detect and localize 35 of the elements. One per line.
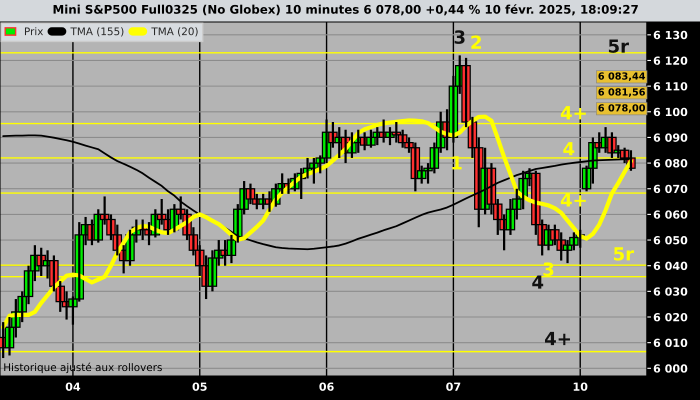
x-tick-label: 06 [319,382,334,391]
y-tick-label: 6 100 [654,108,688,116]
y-tick-label: 6 090 [654,133,688,142]
y-tick-label: 6 110 [654,82,688,91]
annotation: Historique ajusté aux rollovers [4,362,162,374]
annotation: 6 083,44 [598,72,646,81]
annotation: 4 [532,275,544,289]
legend-label: Prix [24,27,44,36]
annotation: 5r [608,39,629,53]
annotation: 5r [614,247,634,261]
y-tick-label: 6 120 [654,56,688,65]
x-tick-label: 05 [192,382,207,391]
x-tick-label: 04 [66,382,80,391]
annotation: 4 [563,142,574,156]
x-tick-label: 07 [446,382,460,391]
legend-label: TMA (155) [70,27,124,36]
chart-title: Mini S&P500 Full0325 (No Globex) 10 minutes 6 078,00 +0,44 % 10 févr. 2025, 18:09:27 [54,4,638,16]
x-tick-label: 10 [574,382,588,391]
y-tick-label: 6 070 [654,184,688,194]
annotation: 2 [471,35,481,49]
annotation: 3 [454,30,465,44]
y-tick-label: 6 020 [654,312,688,322]
annotation: 6 078,00 [598,104,646,113]
y-tick-label: 6 080 [654,159,688,168]
annotation: 6 081,56 [598,88,645,97]
y-tick-label: 6 030 [654,287,688,296]
y-tick-label: 6 010 [654,338,688,348]
y-tick-label: 6 060 [654,210,688,219]
annotation: 4+ [560,106,586,120]
y-tick-label: 6 130 [654,30,688,40]
annotation: 4+ [544,332,570,346]
legend-label: TMA (20) [151,27,198,36]
y-tick-label: 6 050 [654,236,688,244]
y-tick-label: 6 040 [654,262,688,270]
y-tick-label: 6 000 [654,364,688,373]
